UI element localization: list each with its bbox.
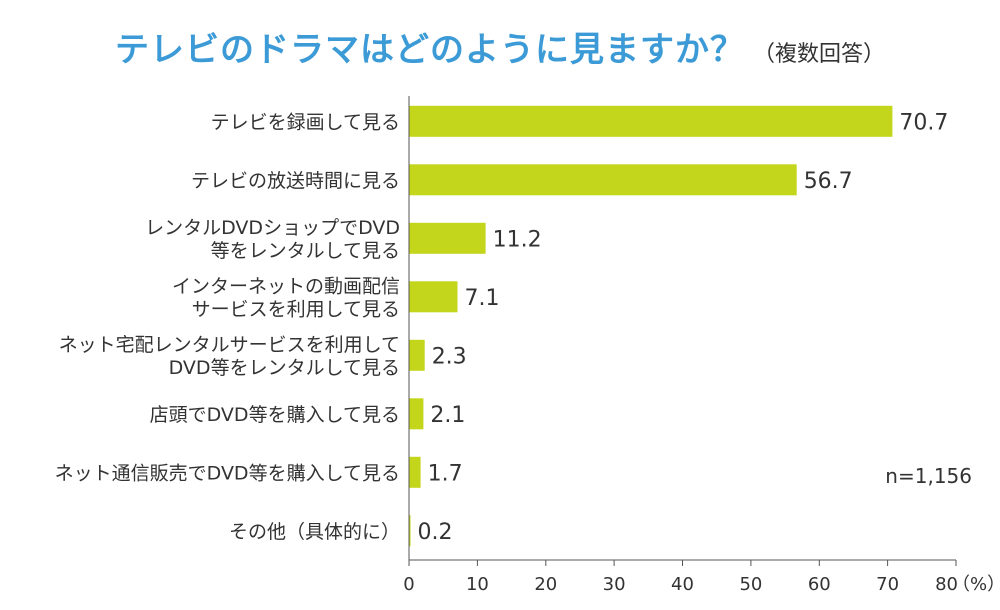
category-label-2-line-0: レンタルDVDショップでDVD [145,217,400,239]
category-label-3-line-0: インターネットの動画配信 [172,275,400,297]
chart-title: テレビのドラマはどのように見ますか？ [114,30,745,70]
x-tick-label-6: 60 [808,574,831,595]
chart-title-row: テレビのドラマはどのように見ますか？ （複数回答） [0,22,1000,71]
category-label-4-line-0: ネット宅配レンタルサービスを利用して [59,334,400,356]
category-label-5: 店頭でDVD等を購入して見る [150,404,400,426]
bar-0 [409,105,893,137]
value-label-4: 2.3 [432,344,467,369]
value-label-7: 0.2 [418,520,453,545]
bar-3 [409,281,458,313]
category-label-6: ネット通信販売でDVD等を購入して見る [55,462,400,484]
x-tick-label-0: 0 [403,574,414,595]
x-axis-unit: （%） [952,574,1000,595]
category-label-7: その他（具体的に） [229,521,400,543]
bar-4 [409,339,425,371]
x-tick-label-1: 10 [466,574,489,595]
category-label-4-line-1: DVD等をレンタルして見る [169,357,400,379]
category-label-0: テレビを録画して見る [211,111,400,133]
category-label-2-line-1: 等をレンタルして見る [211,240,400,262]
x-tick-label-3: 30 [603,574,626,595]
bar-2 [409,222,486,254]
bar-7 [409,515,411,547]
chart-subtitle: （複数回答） [752,42,885,67]
category-label-3-line-1: サービスを利用して見る [192,298,400,320]
x-tick-label-2: 20 [534,574,557,595]
x-tick-label-4: 40 [671,574,694,595]
value-label-3: 7.1 [465,286,500,311]
bar-1 [409,164,797,196]
value-label-5: 2.1 [430,403,465,428]
bar-6 [409,456,421,488]
value-label-6: 1.7 [428,461,463,486]
value-label-1: 56.7 [804,169,853,194]
x-tick-label-8: 80 [935,574,958,595]
x-tick-label-7: 70 [876,574,899,595]
value-label-2: 11.2 [493,227,542,252]
x-tick-label-5: 50 [739,574,762,595]
value-label-0: 70.7 [899,110,948,135]
bar-5 [409,398,424,430]
sample-size-note: n=1,156 [885,464,972,488]
category-label-1: テレビの放送時間に見る [191,170,400,192]
